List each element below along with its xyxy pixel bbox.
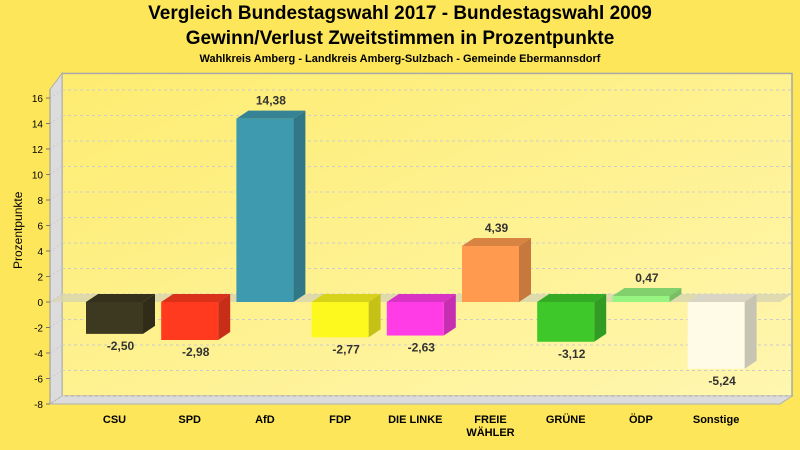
data-label: -2,77: [332, 342, 360, 356]
x-tick-label: Sonstige: [693, 414, 739, 426]
x-tick-label: WÄHLER: [466, 426, 514, 439]
bar-top: [537, 294, 607, 302]
gridline-side: [49, 191, 63, 201]
bar-top: [236, 110, 306, 119]
chart-caption: Wahlkreis Amberg - Landkreis Amberg-Sulz…: [199, 53, 601, 65]
bar-side: [594, 294, 607, 342]
bar-top: [161, 294, 231, 302]
x-tick-label: FDP: [329, 414, 351, 426]
bar-top: [86, 294, 155, 302]
bar-spd: [161, 294, 231, 340]
bar-top: [687, 294, 757, 302]
bar-grüne: [537, 294, 607, 342]
plot-back-wall: [61, 72, 793, 397]
data-label: 4,39: [485, 221, 509, 235]
gridline-side: [49, 89, 63, 99]
bar-front: [236, 118, 294, 302]
gridline-side: [49, 166, 63, 175]
gridline-side: [49, 242, 63, 252]
x-tick-label: GRÜNE: [546, 413, 586, 426]
gridline-side: [49, 268, 63, 277]
data-label: -2,63: [408, 341, 436, 355]
bar-side: [143, 294, 155, 334]
data-label: 0,47: [635, 271, 659, 285]
y-tick-label: 2: [37, 273, 43, 284]
gridline-side: [49, 217, 63, 226]
bar-top: [612, 288, 682, 297]
y-tick-label: 14: [32, 120, 44, 131]
bar-die-linke: [386, 294, 456, 336]
bar-top: [386, 294, 456, 302]
plot-side-wall: [49, 71, 63, 405]
bar-afd: [236, 110, 306, 302]
y-tick-label: 0: [37, 298, 43, 309]
gridline-side: [49, 115, 63, 124]
bar-top: [462, 238, 531, 247]
plot-floor: [48, 395, 794, 405]
chart-subtitle: Gewinn/Verlust Zweitstimmen in Prozentpu…: [185, 28, 615, 49]
data-label: -5,24: [708, 374, 736, 388]
bar-side: [293, 110, 306, 302]
bar-front: [161, 302, 219, 340]
x-tick-label: CSU: [103, 414, 126, 426]
bar-ödp: [612, 288, 682, 302]
bar-freie-wähler: [462, 238, 531, 302]
gridline-side: [49, 395, 63, 405]
bar-csu: [86, 294, 155, 334]
bar-front: [537, 302, 595, 342]
data-label: -2,98: [182, 345, 210, 359]
bar-fdp: [311, 294, 381, 338]
y-tick-label: 12: [32, 145, 44, 156]
x-tick-label: DIE LINKE: [388, 414, 442, 426]
x-tick-label: SPD: [178, 414, 201, 426]
y-tick-label: -2: [34, 324, 43, 335]
y-tick-label: -6: [34, 375, 43, 386]
x-tick-label: AfD: [255, 414, 275, 426]
bar-sonstige: [687, 294, 757, 369]
bar-side: [368, 294, 381, 338]
y-tick-label: 8: [37, 196, 43, 207]
gridline-side: [49, 344, 63, 354]
y-tick-label: -8: [34, 400, 43, 411]
bar-front: [311, 302, 369, 338]
y-tick-label: 6: [37, 222, 43, 233]
y-tick-label: 10: [32, 171, 44, 182]
chart-title: Vergleich Bundestagswahl 2017 - Bundesta…: [148, 3, 652, 24]
gridline-side: [49, 293, 63, 303]
bar-front: [386, 302, 444, 336]
y-tick-label: 4: [37, 247, 43, 258]
gridline-side: [49, 370, 63, 379]
data-label: 14,38: [256, 94, 286, 108]
data-label: -2,50: [107, 339, 135, 353]
bar-front: [86, 302, 143, 334]
bar-side: [744, 294, 757, 369]
y-tick-label: 16: [32, 94, 44, 105]
bar-front: [687, 302, 745, 369]
bar-side: [519, 238, 531, 302]
gridline-side: [49, 140, 63, 150]
bar-front: [612, 296, 670, 302]
x-tick-label: ÖDP: [629, 413, 653, 426]
bar-side: [669, 288, 682, 302]
data-label: -3,12: [558, 347, 586, 361]
bar-front: [462, 246, 519, 302]
bar-top: [311, 294, 381, 302]
bar-side: [443, 294, 456, 336]
gridline-side: [49, 319, 63, 328]
x-tick-label: FREIE: [474, 414, 506, 426]
bar-side: [218, 294, 231, 340]
y-tick-label: -4: [34, 349, 43, 360]
